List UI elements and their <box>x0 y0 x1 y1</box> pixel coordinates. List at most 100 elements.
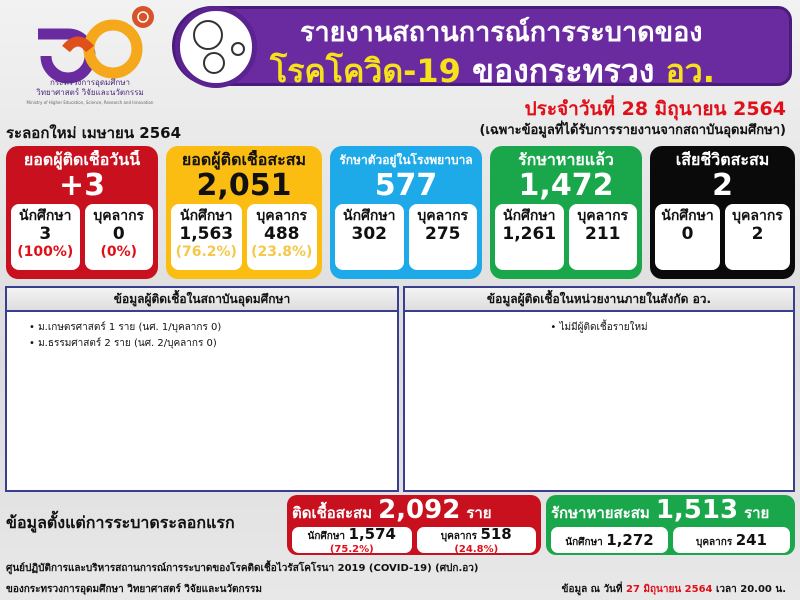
box-title: รักษาหายสะสม <box>551 504 650 522</box>
logo-text-th2: วิทยาศาสตร์ วิจัยและนวัตกรรม <box>36 88 144 97</box>
list-item: ม.เกษตรศาสตร์ 1 ราย (นศ. 1/บุคลากร 0) <box>29 320 397 336</box>
title-mhesi: อว. <box>665 52 715 90</box>
title-line1: รายงานสถานการณ์การระบาดของ <box>300 17 703 48</box>
sub-pct: (0%) <box>100 244 138 260</box>
sub-label: บุคลากร <box>695 537 733 548</box>
sub-value: 0 <box>681 224 694 244</box>
students-sub: นักศึกษา 302 <box>335 204 404 270</box>
as-of: ข้อมูล ณ วันที่ 27 มิถุนายน 2564 เวลา 20… <box>562 582 786 597</box>
card-title: รักษาตัวอยู่ในโรงพยาบาล <box>339 153 473 167</box>
card-value: 2 <box>712 168 733 203</box>
sub-label: นักศึกษา <box>180 208 233 224</box>
students-sub: นักศึกษา 1,563 (76.2%) <box>171 204 242 270</box>
box-unit: ราย <box>744 504 770 522</box>
university-list: ม.เกษตรศาสตร์ 1 ราย (นศ. 1/บุคลากร 0) ม.… <box>7 312 397 352</box>
sub-pct: (23.8%) <box>251 244 313 260</box>
title-banner <box>172 6 792 86</box>
card-recovered: รักษาหายแล้ว 1,472 นักศึกษา 1,261 บุคลากร 211 <box>490 146 642 279</box>
agency-list: ไม่มีผู้ติดเชื้อรายใหม่ <box>405 312 793 336</box>
title-line2: โรคโควิด-19 ของกระทรวง อว. <box>270 46 715 97</box>
card-value: 2,051 <box>196 168 292 203</box>
sub-label: บุคลากร <box>440 531 477 542</box>
panel-header: ข้อมูลผู้ติดเชื้อในหน่วยงานภายในสังกัด อ… <box>405 288 793 312</box>
since-first-wave-label: ข้อมูลตั้งแต่การระบาดระลอกแรก <box>6 513 235 532</box>
staff-sub: บุคลากร 241 <box>673 527 790 553</box>
sub-value: 241 <box>735 531 767 549</box>
logo-text-en: Ministry of Higher Education, Science, R… <box>26 100 154 105</box>
as-of-label: ข้อมูล ณ วันที่ <box>561 584 623 595</box>
sub-value: 1,574 <box>348 525 396 543</box>
wave-label: ระลอกใหม่ เมษายน 2564 <box>6 124 182 142</box>
sub-label: บุคลากร <box>732 208 783 224</box>
sub-label: นักศึกษา <box>661 208 714 224</box>
university-panel: ข้อมูลผู้ติดเชื้อในสถาบันอุดมศึกษา ม.เกษ… <box>5 286 399 492</box>
card-value: +3 <box>58 168 105 203</box>
ministry-logo <box>38 6 154 84</box>
sub-value: 3 <box>39 224 52 244</box>
staff-sub: บุคลากร 275 <box>408 204 477 270</box>
card-title: ยอดผู้ติดเชื้อวันนี้ <box>23 150 141 169</box>
card-cumulative: ยอดผู้ติดเชื้อสะสม 2,051 นักศึกษา 1,563 (76.… <box>166 146 322 279</box>
card-deaths: เสียชีวิตสะสม 2 นักศึกษา 0 บุคลากร 2 <box>650 146 795 279</box>
sub-pct: (76.2%) <box>175 244 237 260</box>
sub-value: 1,261 <box>502 224 557 244</box>
students-sub: นักศึกษา 1,574 (75.2%) <box>292 525 412 555</box>
sub-value: 275 <box>425 224 461 244</box>
report-note: (เฉพาะข้อมูลที่ได้รับการรายงานจากสถาบันอ… <box>479 123 786 138</box>
sub-label: บุคลากร <box>93 208 145 224</box>
box-value: 1,513 <box>655 495 739 525</box>
box-unit: ราย <box>466 504 492 522</box>
staff-sub: บุคลากร 488 (23.8%) <box>246 204 317 270</box>
virus-icon <box>175 6 257 88</box>
card-value: 577 <box>374 168 438 203</box>
sub-pct: (100%) <box>17 244 74 260</box>
students-sub: นักศึกษา 1,261 <box>495 204 564 270</box>
footer-line2: ของกระทรวงการอุดมศึกษา วิทยาศาสตร์ วิจัย… <box>6 584 262 595</box>
sub-label: นักศึกษา <box>503 208 556 224</box>
cumulative-recovered-box: รักษาหายสะสม 1,513 ราย นักศึกษา 1,272 บุคล… <box>546 495 795 555</box>
staff-sub: บุคลากร 2 <box>725 204 790 270</box>
staff-sub: บุคลากร 0 (0%) <box>84 204 153 270</box>
card-title: เสียชีวิตสะสม <box>675 150 770 169</box>
students-sub: นักศึกษา 0 <box>655 204 720 270</box>
card-title: ยอดผู้ติดเชื้อสะสม <box>181 150 307 169</box>
sub-label: นักศึกษา <box>565 537 603 548</box>
title-ministry: ของกระทรวง <box>472 52 655 90</box>
sub-label: นักศึกษา <box>307 531 346 542</box>
box-title: ติดเชื้อสะสม <box>292 504 373 522</box>
sub-label: บุคลากร <box>417 208 469 224</box>
sub-value: 488 <box>264 224 300 244</box>
title-covid: โรคโควิด-19 <box>270 52 461 90</box>
staff-sub: บุคลากร 518 (24.8%) <box>416 525 536 555</box>
as-of-date: 27 มิถุนายน 2564 <box>625 584 713 595</box>
list-item: ไม่มีผู้ติดเชื้อรายใหม่ <box>405 320 793 336</box>
card-title: รักษาหายแล้ว <box>518 150 614 169</box>
sub-value: 0 <box>112 224 125 244</box>
sub-label: นักศึกษา <box>19 208 72 224</box>
sub-value: 211 <box>585 224 621 244</box>
list-item: ม.ธรรมศาสตร์ 2 ราย (นศ. 2/บุคลากร 0) <box>29 336 397 352</box>
sub-value: 2 <box>751 224 764 244</box>
logo-text-th1: กระทรวงการอุดมศึกษา <box>50 78 130 87</box>
box-value: 2,092 <box>378 495 461 525</box>
report-date: ประจำวันที่ 28 มิถุนายน 2564 <box>524 98 786 120</box>
card-hospitalized: รักษาตัวอยู่ในโรงพยาบาล 577 นักศึกษา 302 บุค… <box>330 146 482 279</box>
logo-text: กระทรวงการอุดมศึกษา วิทยาศาสตร์ วิจัยและ… <box>20 78 160 108</box>
sub-value: 518 <box>480 525 512 543</box>
staff-sub: บุคลากร 211 <box>568 204 637 270</box>
sub-value: 302 <box>351 224 388 244</box>
sub-pct: (75.2%) <box>329 544 374 555</box>
cumulative-infected-box: ติดเชื้อสะสม 2,092 ราย นักศึกษา 1,574 (75.2… <box>287 495 541 555</box>
as-of-time: เวลา 20.00 น. <box>715 584 786 595</box>
students-sub: นักศึกษา 3 (100%) <box>11 204 80 270</box>
sub-label: บุคลากร <box>256 208 308 224</box>
sub-label: บุคลากร <box>577 208 629 224</box>
sub-pct: (24.8%) <box>454 544 499 555</box>
students-sub: นักศึกษา 1,272 <box>551 527 668 553</box>
sub-label: นักศึกษา <box>343 208 396 224</box>
sub-value: 1,272 <box>606 531 654 549</box>
card-today: ยอดผู้ติดเชื้อวันนี้ +3 นักศึกษา 3 (100%) บุค… <box>6 146 158 279</box>
panel-header: ข้อมูลผู้ติดเชื้อในสถาบันอุดมศึกษา <box>7 288 397 312</box>
agency-panel: ข้อมูลผู้ติดเชื้อในหน่วยงานภายในสังกัด อ… <box>403 286 795 492</box>
sub-value: 1,563 <box>179 224 234 244</box>
